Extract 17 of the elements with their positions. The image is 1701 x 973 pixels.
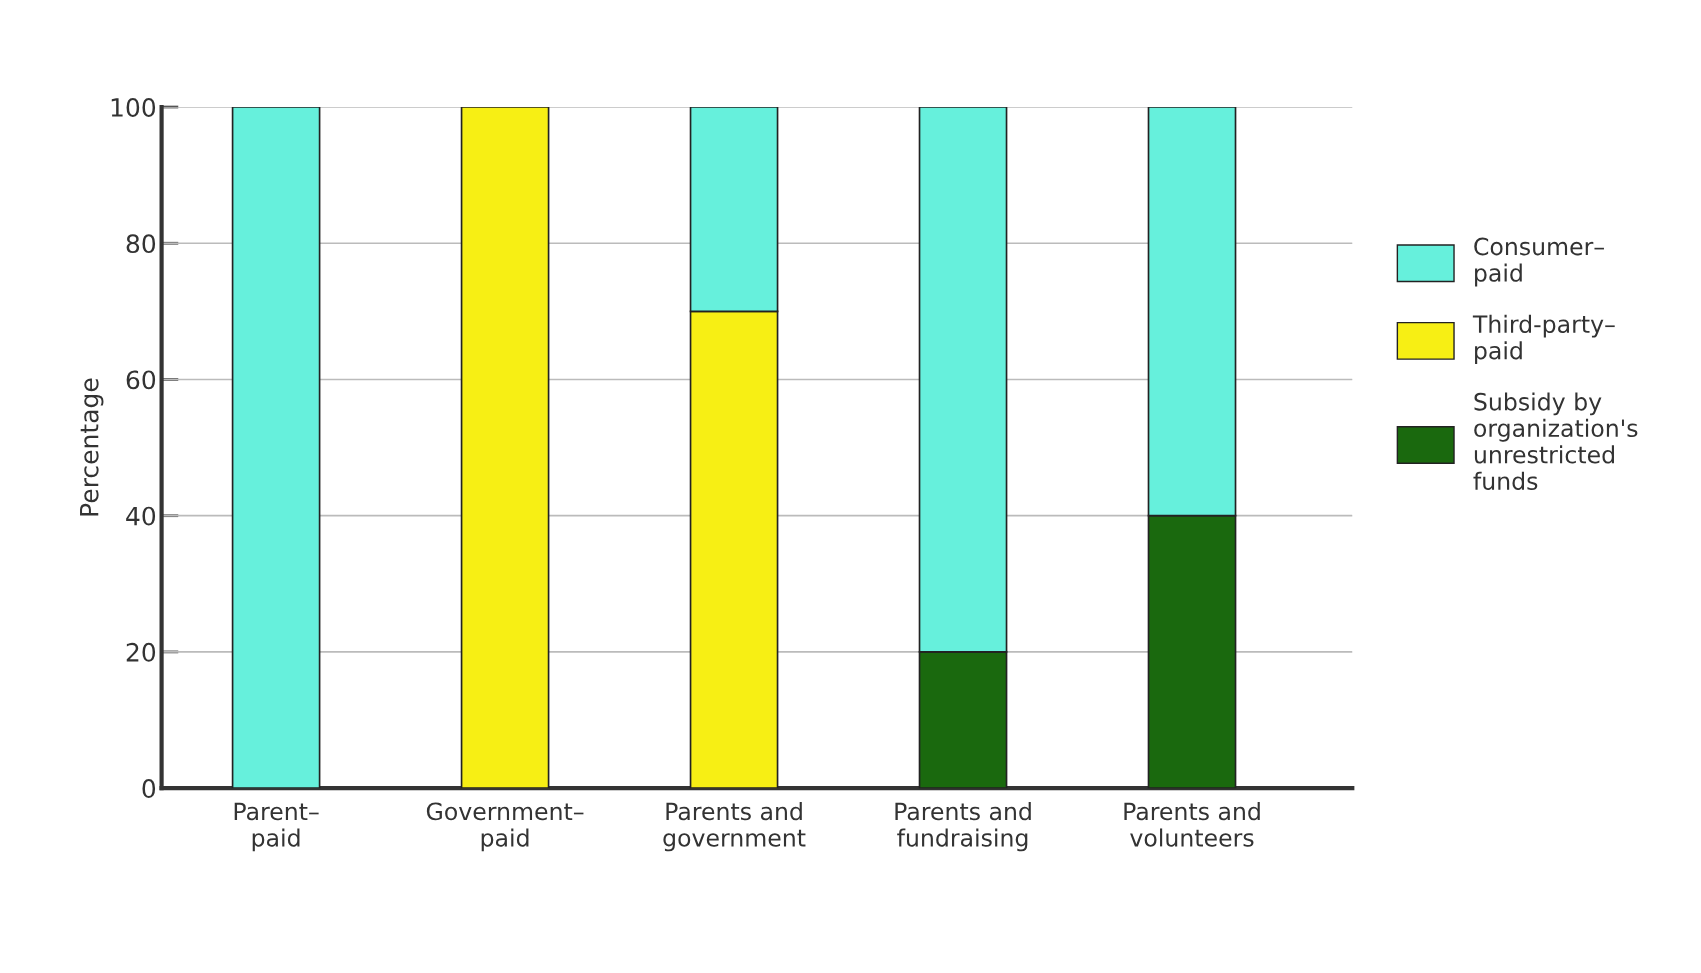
- bar: [460, 107, 550, 789]
- legend-label: Subsidy by organization's unrestricted funds: [1473, 392, 1638, 490]
- y-tick-label: 60: [126, 370, 156, 390]
- x-tick-label: Parents and volunteers: [1124, 802, 1260, 847]
- x-tick-label: Parents and fundraising: [895, 802, 1031, 852]
- y-tick-label: 0: [142, 779, 156, 798]
- x-tick-label: Parents and government: [663, 802, 806, 852]
- y-tick-label: 100: [111, 97, 156, 117]
- y-axis-title: Percentage: [80, 378, 104, 516]
- y-tick-label: 20: [126, 642, 156, 662]
- bar: [231, 107, 321, 789]
- x-tick-label: Parent– paid: [234, 802, 319, 852]
- legend-label: Consumer– paid: [1474, 237, 1604, 287]
- y-tick-label: 80: [126, 234, 156, 254]
- y-tick-label: 40: [126, 506, 156, 526]
- legend-label: Third-party– paid: [1472, 314, 1615, 365]
- x-tick-label: Government– paid: [426, 802, 584, 852]
